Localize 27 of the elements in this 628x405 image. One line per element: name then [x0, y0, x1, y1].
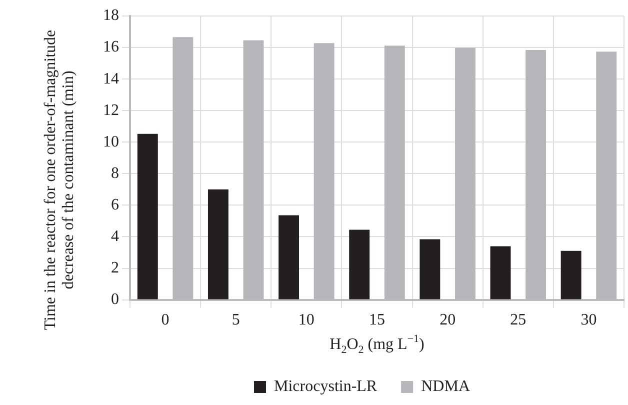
- y-tick-label: 4: [111, 228, 119, 245]
- bar: [137, 134, 158, 300]
- y-tick-label: 16: [103, 38, 119, 56]
- x-tick-label: 5: [232, 312, 240, 329]
- x-tick-label: 10: [298, 312, 314, 329]
- bar: [560, 250, 582, 300]
- x-tick-label: 0: [161, 312, 170, 329]
- bar: [349, 230, 370, 300]
- y-tick-label: 0: [111, 291, 119, 308]
- bar: [490, 246, 511, 300]
- x-tick-label: 30: [580, 312, 597, 329]
- y-tick-label: 12: [103, 102, 119, 119]
- y-tick-label: 18: [103, 7, 119, 24]
- y-tick-label: 6: [111, 196, 119, 214]
- legend-label: NDMA: [421, 378, 470, 396]
- bar: [208, 189, 228, 300]
- x-tick-label: 20: [440, 312, 456, 329]
- y-tick-label: 14: [103, 70, 119, 88]
- y-axis-title: Time in the reactor for one order-of-magnitude decrease of the contaminant (min): [42, 28, 78, 332]
- bar: [278, 215, 300, 300]
- x-tick-label: 25: [510, 312, 526, 329]
- bar: [420, 239, 440, 300]
- y-tick-label: 2: [111, 259, 119, 276]
- y-tick-label: 10: [103, 133, 119, 150]
- x-tick-label: 15: [369, 312, 385, 329]
- legend-label: Microcystin-LR: [274, 378, 378, 396]
- y-tick-label: 8: [111, 164, 119, 182]
